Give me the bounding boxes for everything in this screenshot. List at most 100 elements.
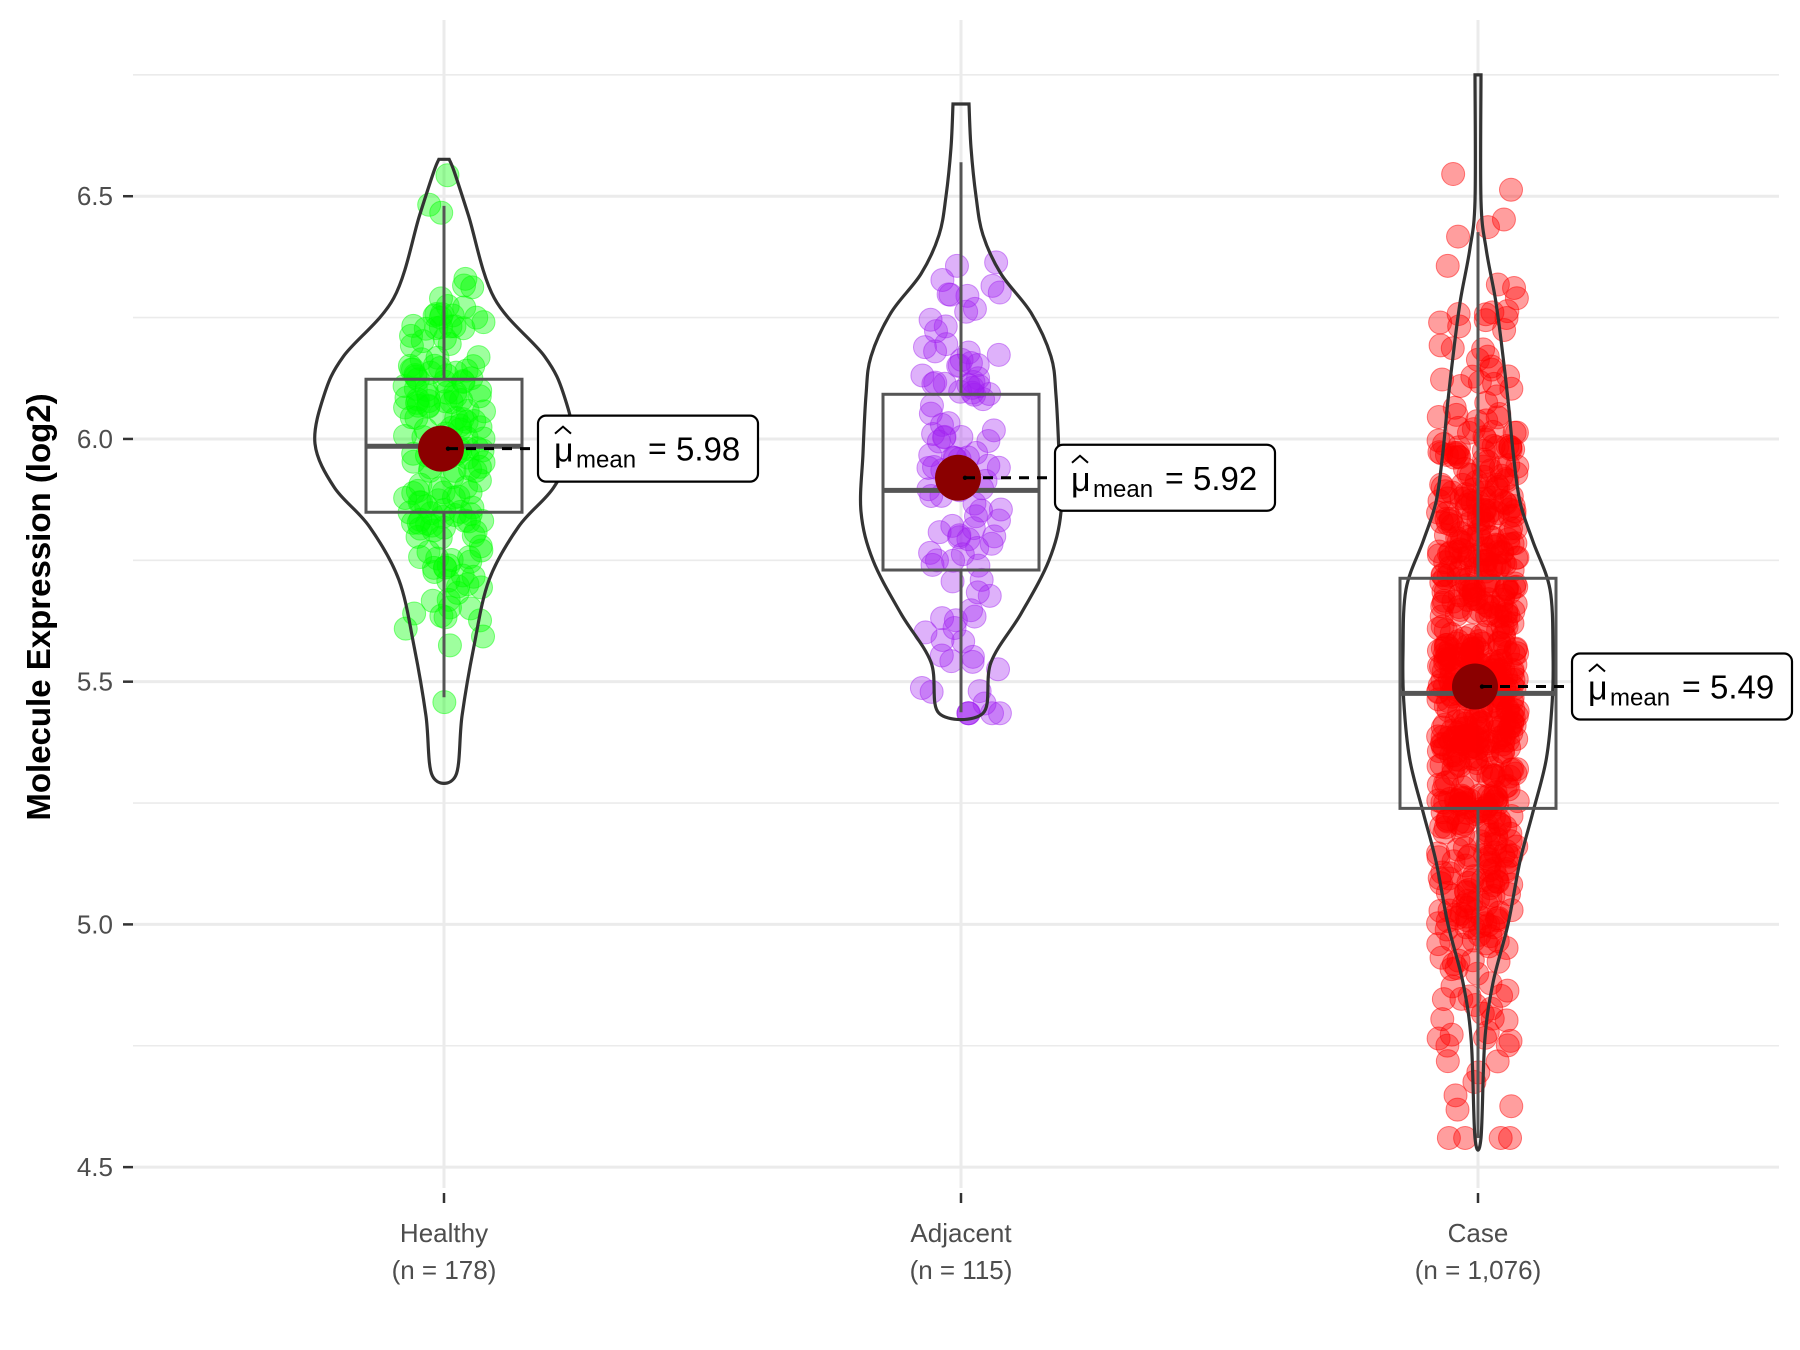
data-point [1450,546,1475,571]
data-point [1426,739,1451,764]
data-point [1485,711,1510,736]
data-point [1475,569,1500,594]
y-axis-title: Molecule Expression (log2) [20,393,57,820]
data-point [1505,545,1530,570]
data-point [450,563,475,588]
data-point [1467,370,1492,395]
iqr-box [881,392,1041,572]
data-point [454,409,479,434]
data-point [443,384,468,409]
x-tick-label: Healthy [400,1218,488,1248]
data-point [1489,540,1514,565]
data-point [1481,915,1506,940]
data-point [1456,420,1481,445]
data-point [1492,490,1517,515]
data-point [1466,711,1491,736]
data-point [1445,526,1470,551]
data-point [1498,504,1523,529]
data-point [1444,631,1469,656]
data-point [1426,754,1451,779]
data-point [1432,588,1457,613]
data-point [404,406,429,431]
x-tick-sublabel: (n = 178) [392,1255,497,1285]
data-point [1428,310,1453,335]
data-point [424,301,449,326]
data-point [439,390,464,415]
data-point [1491,656,1516,681]
data-point [1500,689,1525,714]
data-point [926,429,951,454]
data-point [1505,699,1530,724]
data-point [1494,599,1519,624]
data-point [1444,602,1469,627]
data-point [988,497,1013,522]
data-point [1504,545,1529,570]
data-point [1499,721,1524,746]
data-point [1474,892,1499,917]
data-point [1498,1028,1523,1053]
data-point [1467,729,1492,754]
data-point [1440,761,1465,786]
data-point [1493,774,1518,799]
data-point [1437,786,1462,811]
data-point [976,428,1001,453]
data-point [394,385,419,410]
data-point [464,305,489,330]
mean-label-box [536,414,760,483]
data-point [1448,642,1473,667]
data-point [1488,488,1513,513]
data-point [445,580,470,605]
data-point [1500,710,1525,735]
data-point [1480,506,1505,531]
data-point [413,316,438,341]
data-point [1487,630,1512,655]
data-point [977,583,1002,608]
data-point [1438,540,1463,565]
data-point [924,319,949,344]
data-point [1448,753,1473,778]
data-point [1469,758,1494,783]
data-point [1446,629,1471,654]
data-point [1482,763,1507,788]
data-point [1451,893,1476,918]
data-point [1460,636,1485,661]
data-point [1485,792,1510,817]
data-point [468,575,493,600]
mean-subscript: mean [576,447,636,474]
data-point [1446,444,1471,469]
data-point [1480,573,1505,598]
data-point [1435,809,1460,834]
group-healthy: μ mean = 5.98 [313,157,760,785]
data-point [1433,617,1458,642]
data-point [965,536,990,561]
data-point [1494,839,1519,864]
data-point [1430,562,1455,587]
data-point [1490,732,1515,757]
y-tick-label: 5.0 [77,909,113,939]
data-point [1488,648,1513,673]
data-point [1449,716,1474,741]
data-point [1481,433,1506,458]
data-point [416,393,441,418]
data-point [1458,788,1483,813]
data-point [986,508,1011,533]
data-point [932,424,957,449]
data-point [1481,419,1506,444]
x-tick-label: Case [1448,1218,1509,1248]
data-point [1443,787,1468,812]
data-point [403,363,428,388]
data-point [1448,537,1473,562]
data-point [1484,476,1509,501]
data-point [1505,757,1530,782]
data-point [455,572,480,597]
data-point [1470,590,1495,615]
data-point [1450,730,1475,755]
data-point [1502,276,1527,301]
violin-outline [313,157,575,785]
data-point [437,633,462,658]
data-point [444,406,469,431]
hat-icon [554,425,572,435]
data-point [950,542,975,567]
data-point [405,387,430,412]
data-point [1433,815,1458,840]
